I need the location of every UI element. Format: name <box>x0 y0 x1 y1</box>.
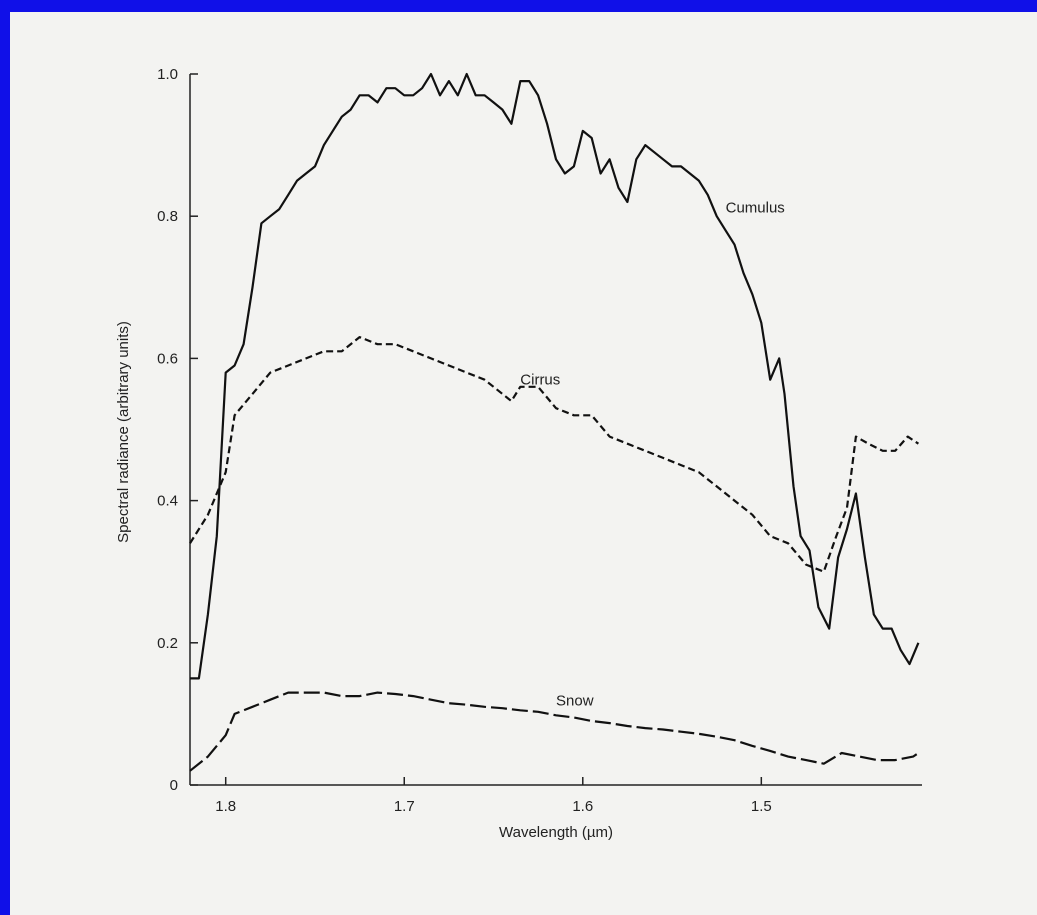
y-tick-label-1: 0.2 <box>157 635 178 652</box>
y-axis-title: Spectral radiance (arbitrary units) <box>115 321 132 543</box>
y-tick-label-3: 0.6 <box>157 350 178 367</box>
series-line-cirrus <box>189 336 920 573</box>
y-ticks: 0 0.2 0.4 0.6 0.8 1.0 <box>157 66 198 794</box>
y-tick-label-4: 0.8 <box>157 208 178 225</box>
series-line-snow <box>189 691 920 772</box>
x-axis-title: Wavelength (µm) <box>499 824 613 841</box>
series-label-cirrus: Cirrus <box>520 372 560 389</box>
x-tick-label-3: 1.5 <box>751 798 772 815</box>
x-tick-label-1: 1.7 <box>394 798 415 815</box>
series-group: Cumulus Cirrus Snow <box>189 72 920 772</box>
x-ticks: 1.8 1.7 1.6 1.5 <box>215 777 772 815</box>
axes <box>189 74 922 786</box>
series-label-cumulus: Cumulus <box>726 200 785 217</box>
x-tick-label-0: 1.8 <box>215 798 236 815</box>
y-tick-label-5: 1.0 <box>157 66 178 83</box>
y-tick-label-0: 0 <box>170 777 178 794</box>
x-tick-label-2: 1.6 <box>572 798 593 815</box>
chart-frame: 0 0.2 0.4 0.6 0.8 1.0 1.8 1.7 1.6 1.5 Cumulus Cir… <box>10 12 1037 915</box>
series-label-snow: Snow <box>556 692 594 709</box>
y-tick-label-2: 0.4 <box>157 493 178 510</box>
spectral-radiance-chart: 0 0.2 0.4 0.6 0.8 1.0 1.8 1.7 1.6 1.5 Cumulus Cir… <box>115 66 922 841</box>
series-line-cumulus <box>190 72 920 680</box>
